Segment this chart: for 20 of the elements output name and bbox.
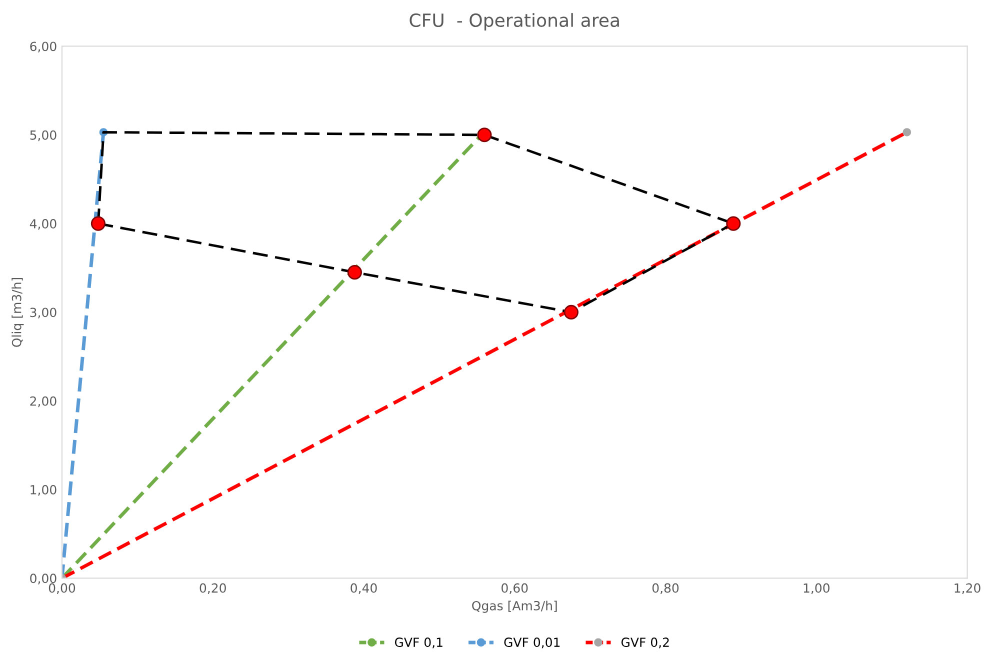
legend-label: GVF 0,01 [504, 638, 560, 648]
x-tick-label: 0,20 [200, 583, 226, 594]
legend-label: GVF 0,1 [394, 638, 442, 648]
x-tick-label: 0,40 [350, 583, 377, 594]
x-tick-label: 0,60 [502, 583, 528, 594]
y-axis-title: Qliq [m3/h] [12, 278, 24, 347]
y-tick-label: 1,00 [30, 485, 56, 496]
x-tick-label: 1,20 [954, 583, 980, 594]
legend-label: GVF 0,2 [621, 638, 669, 648]
y-tick-label: 3,00 [30, 308, 56, 318]
y-tick-label: 4,00 [30, 219, 56, 230]
y-tick-label: 6,00 [30, 42, 56, 52]
y-tick-label: 0,00 [30, 574, 56, 584]
x-axis-title: Qgas [Am3/h] [472, 600, 557, 613]
y-tick-label: 2,00 [30, 396, 56, 408]
y-tick-label: 5,00 [30, 130, 56, 142]
x-tick-label: 0,00 [48, 583, 76, 594]
x-tick-label: 1,00 [804, 583, 830, 594]
chart-title: CFU - Operational area [410, 13, 619, 31]
x-tick-label: 0,80 [652, 583, 679, 594]
